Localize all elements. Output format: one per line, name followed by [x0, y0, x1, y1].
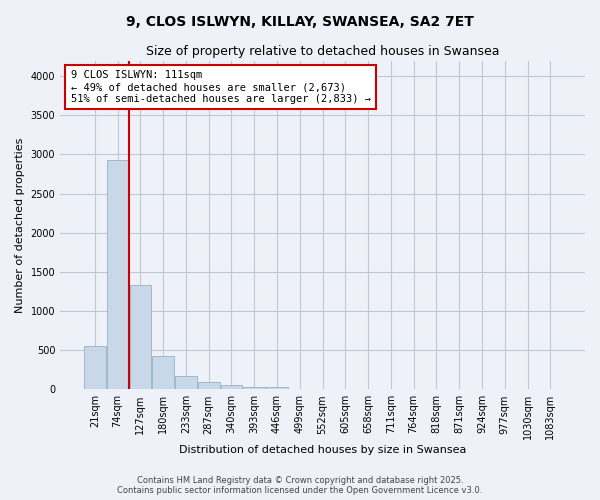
Bar [107, 160, 128, 390]
Bar [266, 388, 288, 390]
Bar [175, 376, 197, 390]
Text: 9 CLOS ISLWYN: 111sqm
← 49% of detached houses are smaller (2,673)
51% of semi-d: 9 CLOS ISLWYN: 111sqm ← 49% of detached … [71, 70, 371, 104]
Bar [221, 386, 242, 390]
Bar [289, 388, 311, 390]
X-axis label: Distribution of detached houses by size in Swansea: Distribution of detached houses by size … [179, 445, 466, 455]
Bar [198, 382, 220, 390]
Title: Size of property relative to detached houses in Swansea: Size of property relative to detached ho… [146, 45, 499, 58]
Y-axis label: Number of detached properties: Number of detached properties [15, 138, 25, 312]
Text: Contains HM Land Registry data © Crown copyright and database right 2025.
Contai: Contains HM Land Registry data © Crown c… [118, 476, 482, 495]
Bar [84, 346, 106, 390]
Bar [130, 285, 151, 390]
Text: 9, CLOS ISLWYN, KILLAY, SWANSEA, SA2 7ET: 9, CLOS ISLWYN, KILLAY, SWANSEA, SA2 7ET [126, 15, 474, 29]
Bar [152, 356, 174, 390]
Bar [244, 386, 265, 390]
